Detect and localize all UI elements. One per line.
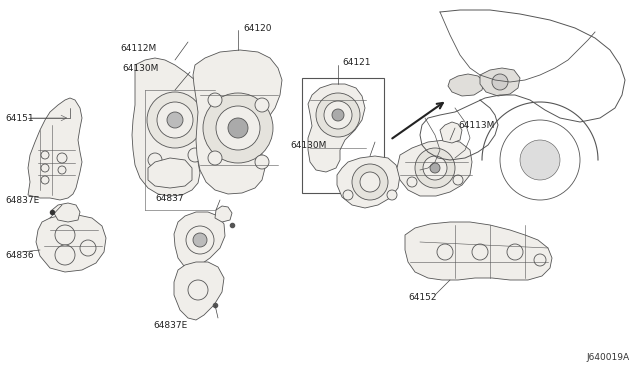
Circle shape [492,74,508,90]
Text: 64837E: 64837E [153,321,188,330]
Circle shape [534,254,546,266]
Circle shape [80,240,96,256]
Circle shape [148,153,162,167]
Circle shape [41,151,49,159]
Circle shape [520,140,560,180]
Circle shape [507,244,523,260]
Polygon shape [174,262,224,320]
Text: 64120: 64120 [243,23,271,32]
Circle shape [437,244,453,260]
Circle shape [55,245,75,265]
Text: 64837E: 64837E [5,196,39,205]
Circle shape [167,112,183,128]
Circle shape [423,156,447,180]
Circle shape [228,118,248,138]
Circle shape [352,164,388,200]
Bar [302,78,384,193]
Circle shape [360,172,380,192]
Text: 64837: 64837 [155,193,184,202]
Circle shape [255,155,269,169]
Circle shape [208,151,222,165]
Polygon shape [132,58,212,196]
Polygon shape [448,74,484,96]
Circle shape [453,175,463,185]
Text: 64121: 64121 [342,58,371,67]
Circle shape [41,164,49,172]
Polygon shape [52,203,80,222]
Circle shape [188,280,208,300]
Polygon shape [480,68,520,96]
Circle shape [157,102,193,138]
Circle shape [58,166,66,174]
Circle shape [147,92,203,148]
Circle shape [188,148,202,162]
Circle shape [193,233,207,247]
Polygon shape [405,222,552,280]
Polygon shape [440,122,462,143]
Text: 64130M: 64130M [290,141,326,150]
Circle shape [387,190,397,200]
Text: J640019A: J640019A [587,353,630,362]
Circle shape [216,106,260,150]
Polygon shape [148,158,192,188]
Polygon shape [174,212,225,268]
Circle shape [343,190,353,200]
Circle shape [203,93,273,163]
Circle shape [316,93,360,137]
Polygon shape [337,156,400,208]
Polygon shape [28,98,82,200]
Circle shape [324,101,352,129]
Circle shape [500,120,580,200]
Text: 64130M: 64130M [122,64,158,73]
Circle shape [208,93,222,107]
Polygon shape [308,84,365,172]
Polygon shape [193,50,282,194]
Polygon shape [397,140,472,196]
Circle shape [415,148,455,188]
Circle shape [186,226,214,254]
Circle shape [430,163,440,173]
Text: 64152: 64152 [408,294,436,302]
Circle shape [41,176,49,184]
Text: 64151: 64151 [5,113,34,122]
Text: 64112M: 64112M [120,44,156,52]
Circle shape [255,98,269,112]
Text: 64836: 64836 [5,250,34,260]
Polygon shape [215,206,232,222]
Circle shape [57,153,67,163]
Circle shape [332,109,344,121]
Polygon shape [36,215,106,272]
Text: 64113M: 64113M [458,121,494,129]
Circle shape [55,225,75,245]
Circle shape [472,244,488,260]
Circle shape [407,177,417,187]
